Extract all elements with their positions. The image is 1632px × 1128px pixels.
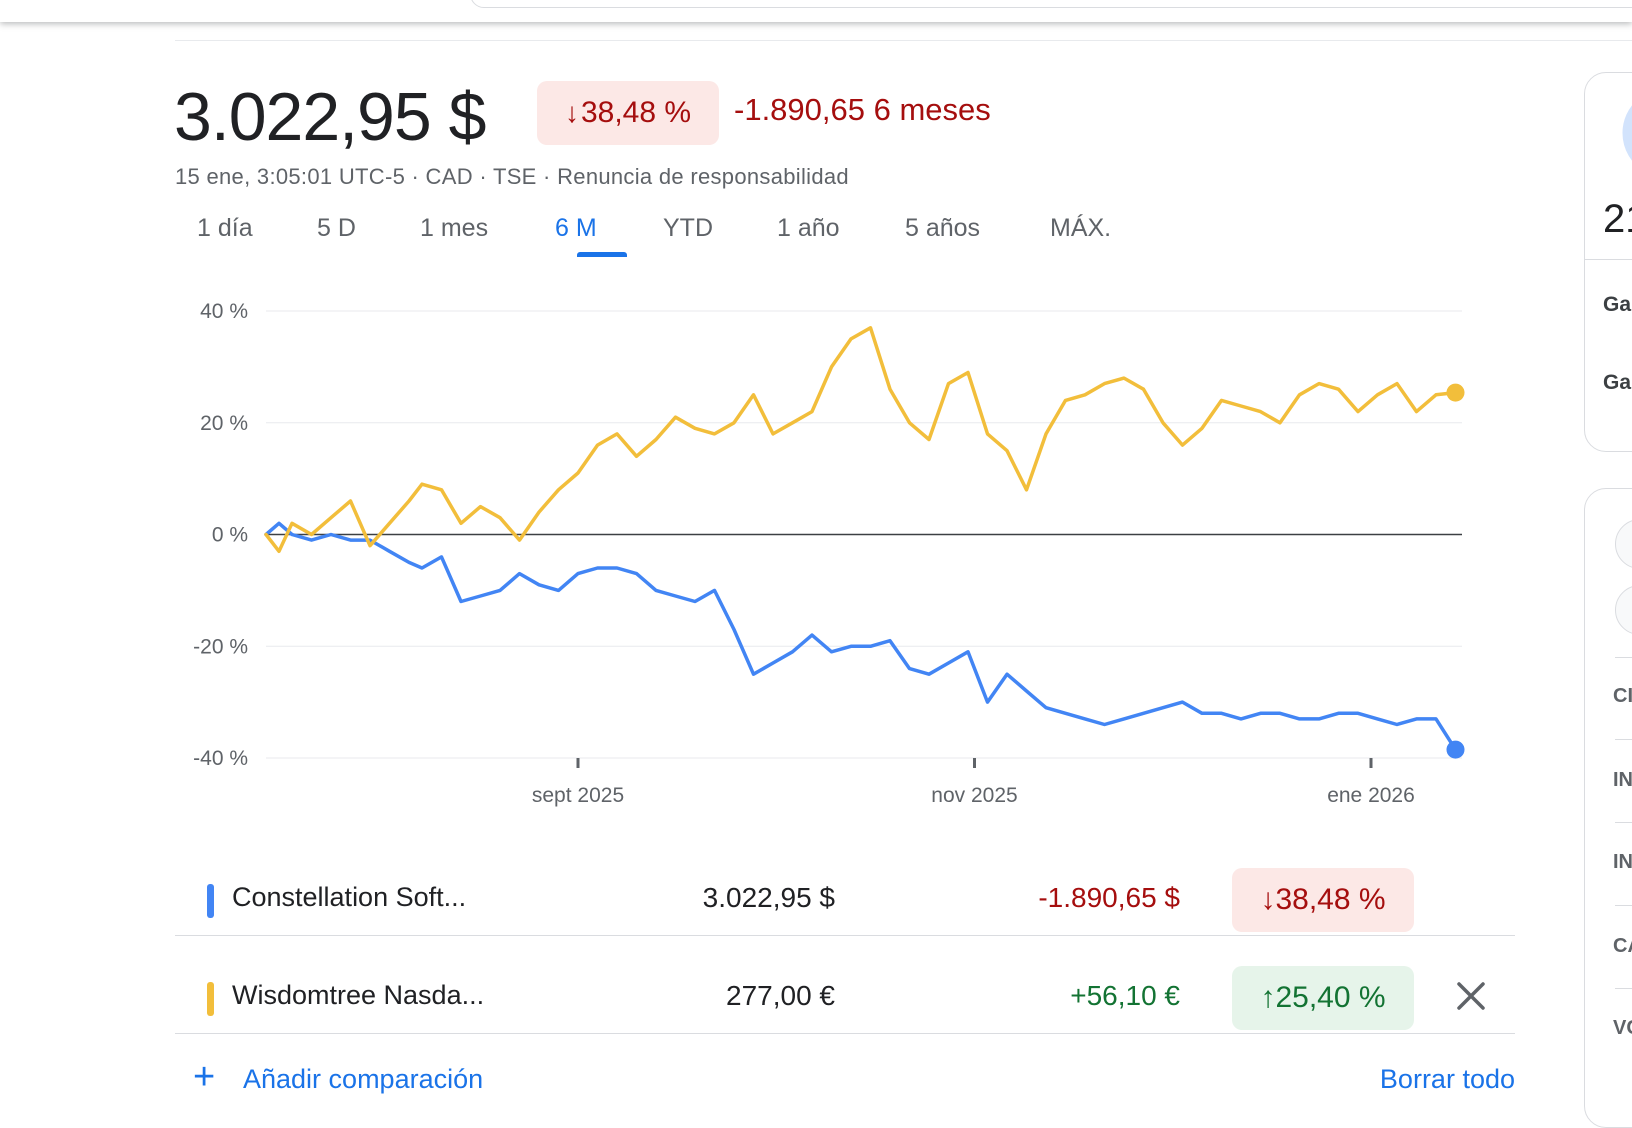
up-arrow-icon: ↑	[1260, 981, 1276, 1014]
tab-max[interactable]: MÁX.	[1050, 214, 1112, 242]
tab-5-anos[interactable]: 5 años	[905, 214, 981, 242]
tab-ytd[interactable]: YTD	[663, 214, 713, 242]
row-divider	[175, 1033, 1515, 1034]
change-percent-badge: ↓38,48 %	[537, 81, 719, 145]
divider	[1615, 988, 1632, 989]
right-panel-label: CA	[1613, 935, 1632, 957]
divider	[1615, 822, 1632, 823]
right-panel-card: CI IN IN CA VC	[1584, 488, 1632, 1128]
series-color-bar	[207, 884, 214, 918]
add-comparison-row: + Añadir comparación Borrar todo	[175, 1058, 1515, 1098]
x-tick-label: sept 2025	[532, 784, 624, 807]
chip-button[interactable]	[1615, 585, 1632, 635]
gauge-icon	[1622, 105, 1632, 161]
security-abs-change: +56,10 €	[1070, 980, 1180, 1011]
y-tick-label: -40 %	[193, 747, 248, 770]
tab-6-m[interactable]: 6 M	[555, 214, 597, 242]
comparison-row-constellation[interactable]: Constellation Soft... 3.022,95 $ -1.890,…	[175, 852, 1515, 948]
change-absolute: -1.890,65 6 meses	[734, 92, 991, 127]
right-panel-card: 21 Ga Ga	[1584, 72, 1632, 452]
security-pct: 25,40 %	[1275, 981, 1386, 1014]
y-tick-label: 40 %	[200, 300, 248, 323]
right-panel-label: Ga	[1603, 371, 1632, 394]
current-price: 3.022,95 $	[174, 79, 486, 155]
right-panel-label: VC	[1613, 1017, 1632, 1039]
series-end-point	[1446, 383, 1465, 402]
active-tab-indicator	[577, 252, 627, 257]
down-arrow-icon: ↓	[564, 97, 579, 128]
tab-1-ano[interactable]: 1 año	[777, 214, 840, 242]
divider	[1615, 657, 1632, 658]
security-abs-change: -1.890,65 $	[1038, 882, 1180, 913]
change-percent: 38,48 %	[580, 96, 692, 129]
divider	[1615, 905, 1632, 906]
plus-icon[interactable]: +	[193, 1056, 216, 1098]
divider	[1615, 739, 1632, 740]
y-tick-label: 20 %	[200, 412, 248, 435]
series-end-point	[1446, 740, 1465, 759]
right-panel-value: 21	[1603, 197, 1632, 241]
comparison-row-wisdomtree[interactable]: Wisdomtree Nasda... 277,00 € +56,10 € ↑2…	[175, 950, 1515, 1046]
x-tick-label: nov 2025	[931, 784, 1017, 807]
security-pct-badge: ↓38,48 %	[1232, 868, 1414, 932]
row-divider	[175, 935, 1515, 936]
divider	[175, 40, 1632, 41]
right-panel-label: CI	[1613, 685, 1632, 707]
tab-1-mes[interactable]: 1 mes	[420, 214, 489, 242]
tab-5-d[interactable]: 5 D	[317, 214, 356, 242]
security-pct: 38,48 %	[1275, 883, 1386, 916]
security-price: 3.022,95 $	[702, 882, 835, 913]
security-name: Wisdomtree Nasda...	[232, 980, 485, 1010]
security-pct-badge: ↑25,40 %	[1232, 966, 1414, 1030]
series-line-1	[264, 326, 1458, 554]
series-color-bar	[207, 982, 214, 1016]
security-price: 277,00 €	[726, 980, 835, 1011]
remove-comparison-icon[interactable]	[1447, 972, 1495, 1020]
y-tick-label: 0 %	[212, 524, 248, 547]
y-tick-label: -20 %	[193, 635, 248, 658]
right-panel-label: IN	[1613, 851, 1632, 873]
security-name: Constellation Soft...	[232, 882, 467, 912]
down-arrow-icon: ↓	[1260, 883, 1276, 916]
series-line-0	[264, 521, 1458, 752]
chip-button[interactable]	[1615, 519, 1632, 569]
x-tick-label: ene 2026	[1327, 784, 1415, 807]
quote-meta: 15 ene, 3:05:01 UTC-5 · CAD · TSE · Renu…	[175, 164, 849, 189]
right-panel-label: Ga	[1603, 293, 1632, 316]
search-box[interactable]	[470, 0, 1632, 8]
right-panel-label: IN	[1613, 769, 1632, 791]
divider	[1585, 259, 1632, 260]
top-app-bar	[0, 0, 1632, 22]
tab-1-dia[interactable]: 1 día	[197, 214, 253, 242]
